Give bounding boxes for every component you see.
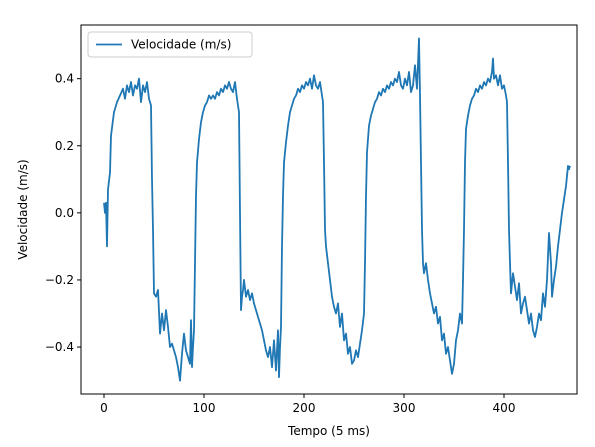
x-tick-label: 0: [100, 401, 108, 415]
x-tick-label: 200: [293, 401, 316, 415]
y-axis-label: Velocidade (m/s): [16, 159, 30, 259]
series-layer: [103, 37, 571, 382]
plot-frame: [80, 24, 578, 395]
x-axis-label: Tempo (5 ms): [287, 424, 370, 438]
x-tick-label: 400: [493, 401, 516, 415]
legend-box: [87, 31, 253, 58]
legend-entry-label: Velocidade (m/s): [131, 38, 231, 52]
y-tick-label: −0.2: [45, 273, 74, 287]
y-tick-label: 0.2: [55, 139, 74, 153]
y-tick-label: 0.4: [55, 72, 74, 86]
x-axis: 0 100 200 300 400: [100, 394, 515, 415]
plot-area: [81, 25, 577, 394]
legend: Velocidade (m/s): [87, 31, 253, 58]
y-tick-label: 0.0: [55, 206, 74, 220]
x-tick-label: 300: [393, 401, 416, 415]
series-line-velocidade: [103, 37, 571, 382]
y-axis: −0.4 −0.2 0.0 0.2 0.4: [45, 72, 81, 354]
y-tick-label: −0.4: [45, 340, 74, 354]
x-tick-label: 100: [193, 401, 216, 415]
